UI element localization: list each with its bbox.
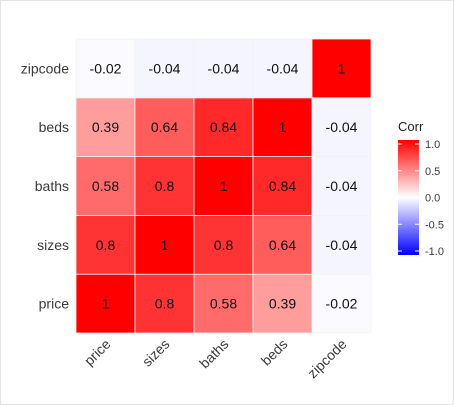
heatmap-cell-price-beds <box>252 273 313 334</box>
cell-value-label: -0.04 <box>326 119 358 135</box>
cell-value-label: 0.58 <box>92 178 119 194</box>
y-tick-label-beds: beds <box>39 119 69 135</box>
cell-value-label: 0.8 <box>155 178 175 194</box>
heatmap-cells <box>75 38 372 334</box>
x-tick-label-baths: baths <box>196 336 232 372</box>
cell-value-label: 0.84 <box>269 178 296 194</box>
color-legend: Corr 1.0 0.5 0.0 -0.5 -1.0 <box>398 119 444 258</box>
cell-value-label: -0.04 <box>326 237 358 253</box>
cell-value-label: 0.8 <box>96 237 116 253</box>
heatmap-cell-zipcode-beds <box>252 38 313 99</box>
cell-value-label: 0.39 <box>92 119 119 135</box>
cell-value-label: -0.04 <box>326 178 358 194</box>
legend-tick-label: 0.0 <box>425 193 440 205</box>
cell-value-label: -0.04 <box>208 60 240 76</box>
x-tick-label-sizes: sizes <box>139 336 173 370</box>
cell-value-label: 0.64 <box>151 119 178 135</box>
heatmap-cell-zipcode-price <box>75 38 136 99</box>
x-axis-tick-labels: price sizes baths beds zipcode <box>81 336 350 382</box>
legend-tick-label: -0.5 <box>425 219 444 231</box>
x-tick-label-beds: beds <box>258 336 291 369</box>
y-tick-label-sizes: sizes <box>37 237 69 253</box>
cell-value-label: 1 <box>279 119 287 135</box>
legend-tick-label: -1.0 <box>425 246 444 258</box>
heatmap-cell-beds-zipcode <box>311 97 372 158</box>
x-tick-label-zipcode: zipcode <box>304 336 350 382</box>
heatmap-cell-zipcode-zipcode <box>311 38 372 99</box>
heatmap-cell-price-baths <box>193 273 254 334</box>
heatmap-cell-beds-sizes <box>134 97 195 158</box>
cell-value-label: -0.02 <box>90 60 122 76</box>
legend-colorbar <box>398 140 419 255</box>
heatmap-cell-sizes-baths <box>193 214 254 275</box>
cell-value-labels: 1 0.8 0.58 0.39 -0.02 0.8 1 0.8 0.64 -0.04 0.58 0.8… <box>90 60 358 311</box>
heatmap-cell-beds-price <box>75 97 136 158</box>
x-tick-label-price: price <box>81 336 114 369</box>
legend-tick-label: 1.0 <box>425 139 440 151</box>
heatmap-cell-sizes-zipcode <box>311 214 372 275</box>
heatmap-cell-zipcode-baths <box>193 38 254 99</box>
legend-title: Corr <box>398 119 424 134</box>
cell-value-label: 0.39 <box>269 296 296 312</box>
cell-value-label: -0.02 <box>326 296 358 312</box>
y-tick-label-baths: baths <box>35 178 69 194</box>
legend-tick-label: 0.5 <box>425 166 440 178</box>
heatmap-cell-sizes-sizes <box>134 214 195 275</box>
heatmap-cell-price-sizes <box>134 273 195 334</box>
heatmap-cell-price-zipcode <box>311 273 372 334</box>
cell-value-label: 1 <box>338 60 346 76</box>
cell-value-label: 0.64 <box>269 237 296 253</box>
cell-value-label: 0.8 <box>214 237 234 253</box>
heatmap-cell-baths-sizes <box>134 156 195 216</box>
heatmap-cell-baths-price <box>75 156 136 216</box>
cell-value-label: -0.04 <box>267 60 299 76</box>
cell-value-label: -0.04 <box>149 60 181 76</box>
cell-value-label: 1 <box>102 296 110 312</box>
heatmap-cell-sizes-beds <box>252 214 313 275</box>
cell-value-label: 1 <box>161 237 169 253</box>
cell-value-label: 0.8 <box>155 296 175 312</box>
y-tick-label-zipcode: zipcode <box>21 60 69 76</box>
cell-value-label: 1 <box>220 178 228 194</box>
y-tick-label-price: price <box>39 296 70 312</box>
y-axis-tick-labels: price sizes baths beds zipcode <box>21 60 69 311</box>
heatmap-cell-baths-baths <box>193 156 254 216</box>
cell-value-label: 0.84 <box>210 119 237 135</box>
cell-value-label: 0.58 <box>210 296 237 312</box>
heatmap-cell-sizes-price <box>75 214 136 275</box>
